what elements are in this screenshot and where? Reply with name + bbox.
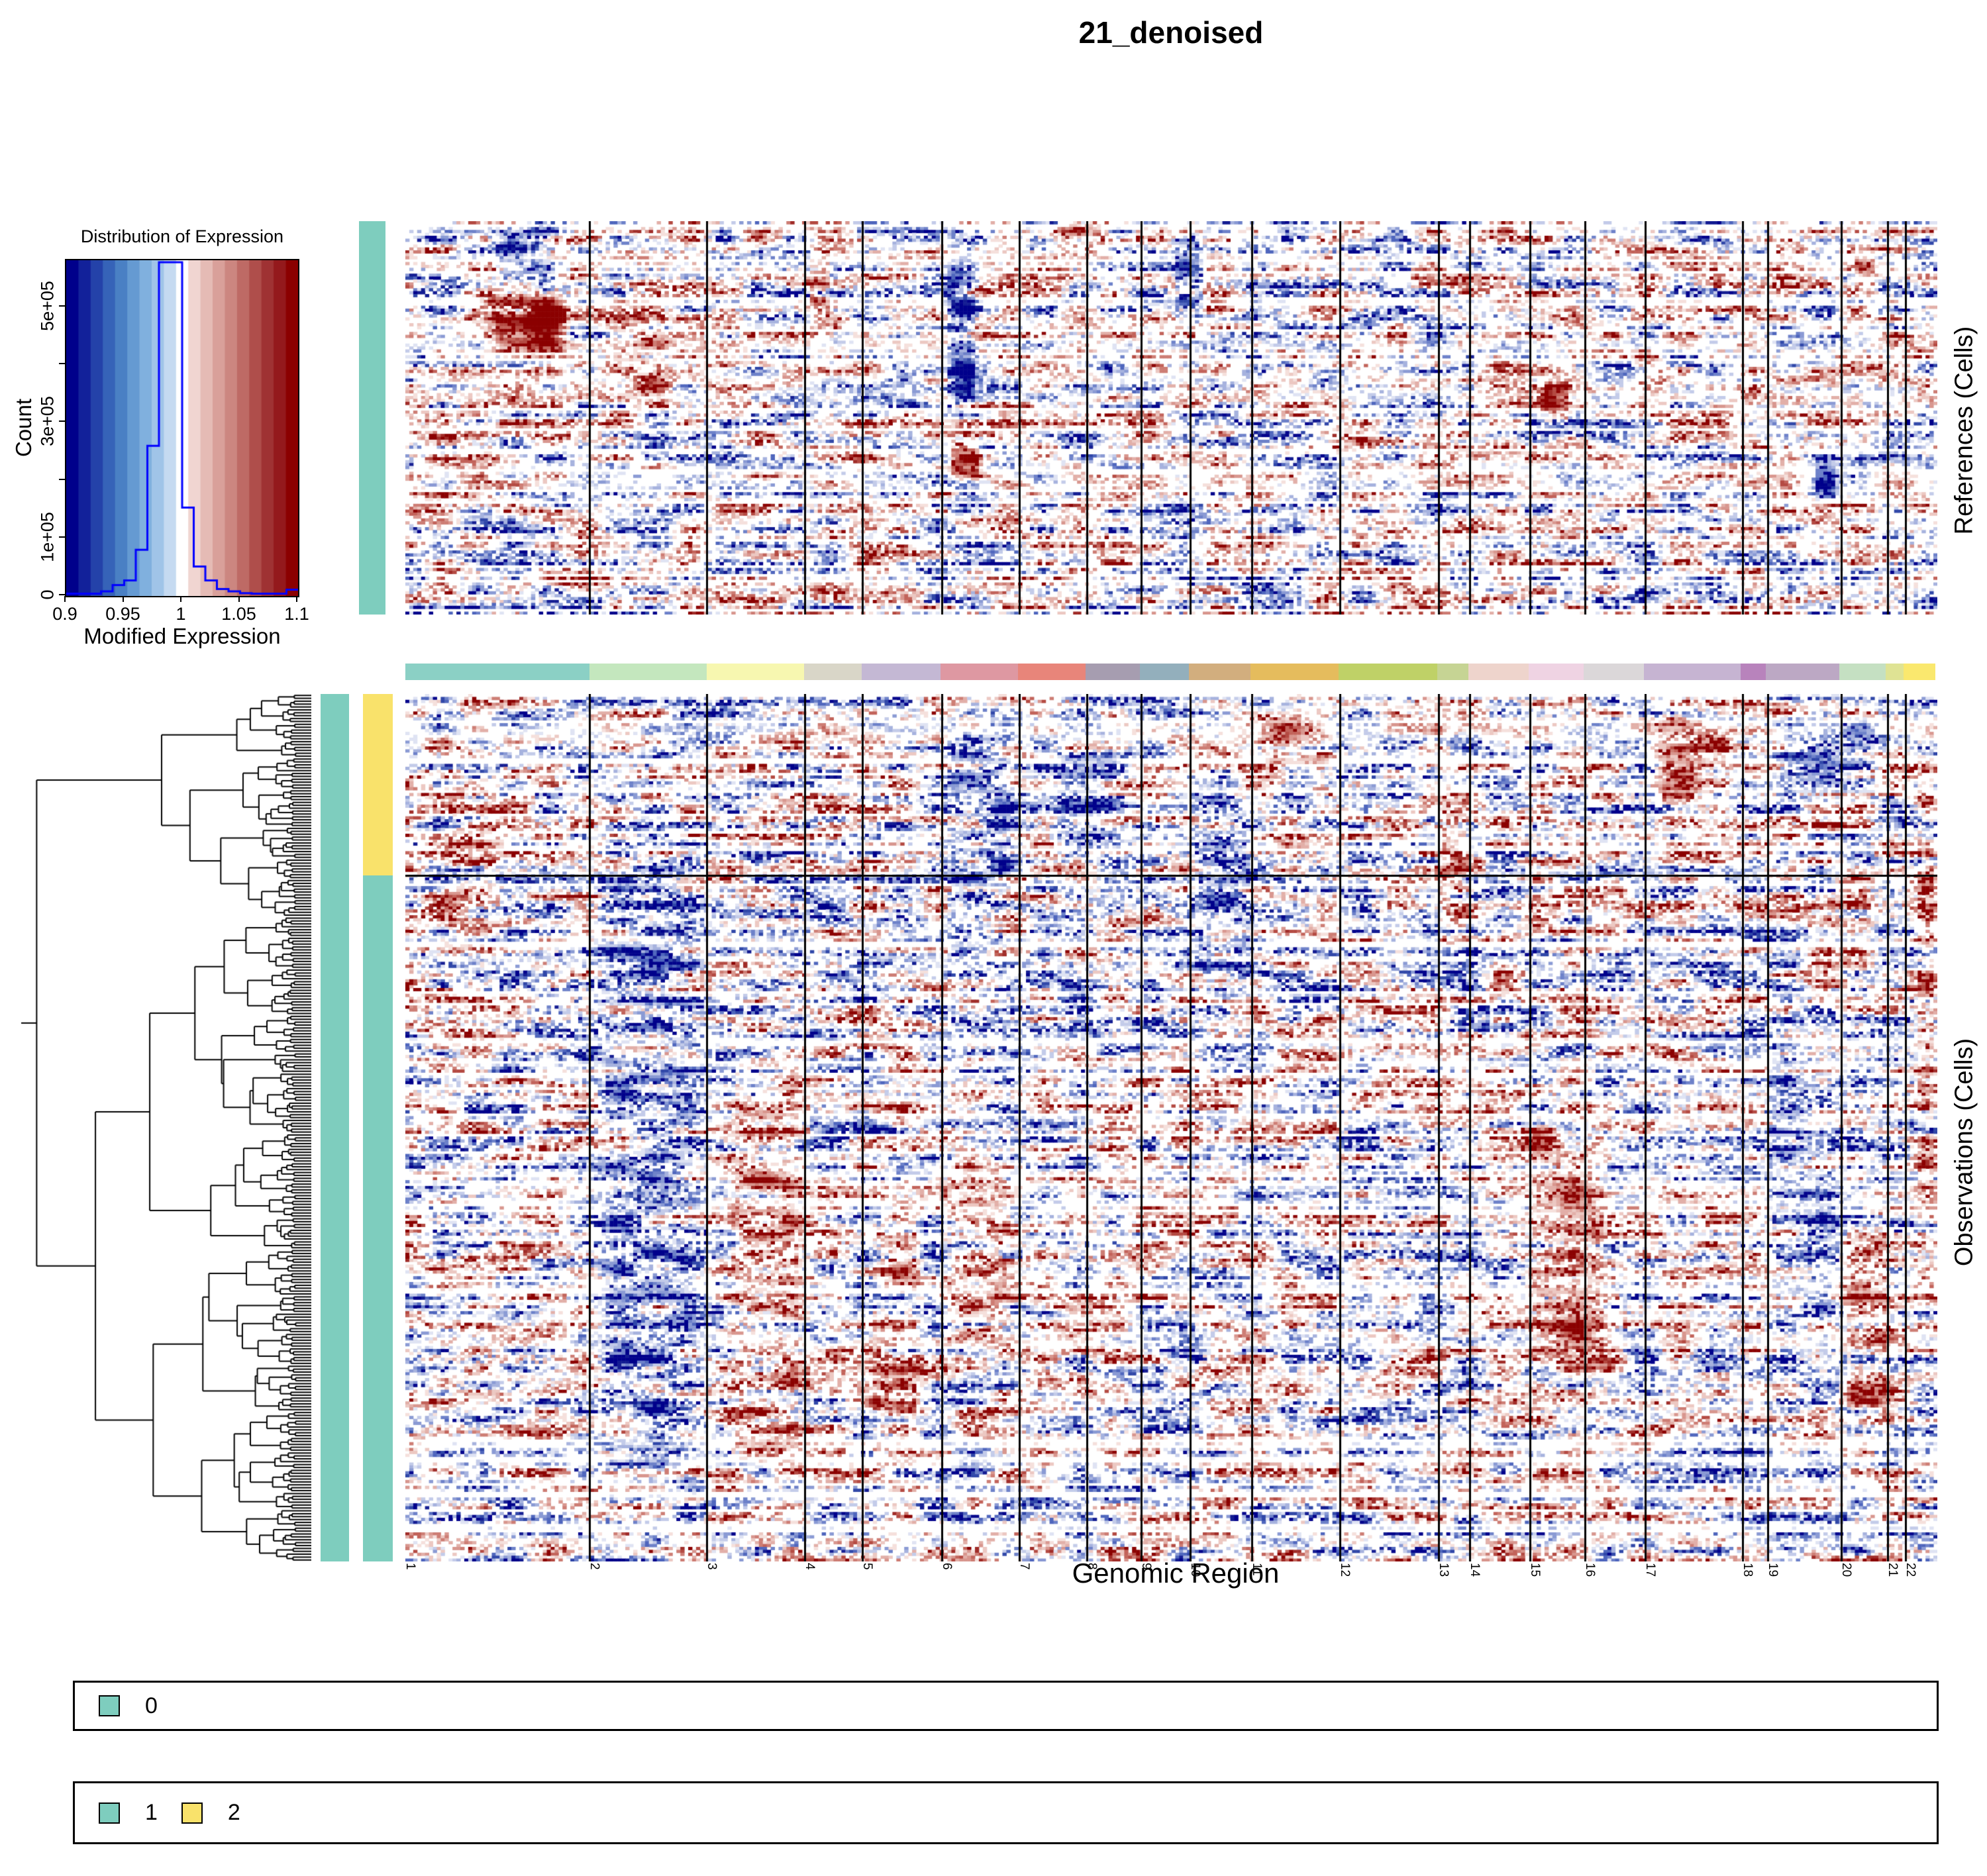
x-tick-label: 0.95	[105, 604, 140, 624]
y-tick-mark	[59, 305, 65, 307]
chromosome-label-20: 20	[1839, 1563, 1854, 1577]
y-tick-label: 1e+05	[37, 511, 58, 562]
legend-label-group-1: 1	[145, 1800, 158, 1825]
chromosome-label-21: 21	[1886, 1563, 1900, 1577]
legend-label-group-0: 0	[145, 1693, 158, 1718]
chromosome-bar-segment-20	[1839, 664, 1886, 680]
modified-expression-axis-label: Modified Expression	[83, 624, 281, 648]
y-tick-mark	[59, 478, 65, 480]
legend-swatch-group-0	[99, 1695, 120, 1716]
observations-legend-box: 1 2	[73, 1781, 1939, 1844]
chromosome-label-19: 19	[1766, 1563, 1780, 1577]
chromosome-label-5: 5	[860, 1563, 874, 1570]
count-axis-label: Count	[11, 398, 36, 458]
chromosome-bar-segment-4	[803, 664, 862, 680]
references-legend-box: 0	[73, 1681, 1939, 1731]
expression-distribution-legend: Distribution of Expression 0.9 0.95 1 1.05 1…	[0, 219, 344, 656]
y-tick-mark	[59, 363, 65, 365]
expression-histogram-canvas	[66, 260, 298, 596]
chromosome-bar-segment-9	[1140, 664, 1190, 680]
chromosome-bar-segment-15	[1528, 664, 1584, 680]
y-tick-mark	[59, 536, 65, 538]
chromosome-bar-segment-21	[1886, 664, 1904, 680]
observations-subcluster-bar	[363, 694, 393, 1561]
x-tick-mark	[238, 596, 240, 602]
legend-swatch-group-2	[181, 1802, 203, 1824]
chromosome-label-16: 16	[1583, 1563, 1597, 1577]
chromosome-label-2: 2	[587, 1563, 602, 1570]
x-tick-mark	[64, 596, 66, 602]
y-tick-mark	[59, 594, 65, 595]
observations-heatmap	[405, 694, 1937, 1561]
expression-legend-ticks: 0.9 0.95 1 1.05 1.1 0 1e+05 3e+05 5e+05	[0, 219, 344, 656]
chromosome-label-1: 1	[403, 1563, 417, 1570]
chromosome-bar-segment-11	[1250, 664, 1339, 680]
references-group-bar	[359, 221, 385, 615]
x-tick-label: 1.05	[221, 604, 256, 624]
chromosome-bar-segment-17	[1643, 664, 1741, 680]
chromosome-label-12: 12	[1337, 1563, 1352, 1577]
chromosome-bar-segment-19	[1766, 664, 1840, 680]
chromosome-label-14: 14	[1467, 1563, 1482, 1577]
chromosome-bar-segment-12	[1338, 664, 1437, 680]
chromosome-bar-segment-10	[1189, 664, 1250, 680]
references-heatmap	[405, 221, 1937, 615]
chromosome-label-3: 3	[705, 1563, 719, 1570]
chromosome-bar-segment-2	[589, 664, 707, 680]
x-tick-label: 0.9	[52, 604, 77, 624]
legend-swatch-group-1	[99, 1802, 120, 1824]
chromosome-label-7: 7	[1017, 1563, 1031, 1570]
observations-panel-label: Observations (Cells)	[1950, 1038, 1978, 1267]
observations-group-segment-2	[363, 694, 393, 875]
expression-legend-title: Distribution of Expression	[80, 226, 284, 246]
chromosome-bar-segment-5	[861, 664, 941, 680]
chromosome-bar-segment-16	[1583, 664, 1644, 680]
observations-sample-bar	[321, 694, 349, 1561]
x-tick-mark	[180, 596, 181, 602]
chromosome-label-22: 22	[1904, 1563, 1918, 1577]
y-tick-label: 3e+05	[37, 396, 58, 447]
genomic-region-axis-label: Genomic Region	[1072, 1557, 1280, 1589]
expression-colorscale-plot	[65, 259, 299, 597]
chromosome-bar-segment-22	[1904, 664, 1935, 680]
page-title: 21_denoised	[1078, 15, 1264, 50]
references-panel-label: References (Cells)	[1950, 326, 1978, 535]
observations-group-segment-1	[363, 875, 393, 1561]
observations-dendrogram	[20, 694, 311, 1561]
x-tick-label: 1.1	[284, 604, 309, 624]
chromosome-label-6: 6	[939, 1563, 954, 1570]
chromosome-bar-segment-3	[706, 664, 804, 680]
chromosome-label-15: 15	[1527, 1563, 1542, 1577]
legend-label-group-2: 2	[227, 1800, 240, 1825]
x-tick-mark	[296, 596, 297, 602]
y-tick-mark	[59, 420, 65, 422]
chromosome-label-17: 17	[1643, 1563, 1658, 1577]
y-tick-label: 0	[37, 589, 58, 600]
chromosome-label-18: 18	[1741, 1563, 1755, 1577]
chromosome-label-13: 13	[1436, 1563, 1451, 1577]
legend-item: 0	[99, 1693, 158, 1719]
chromosome-bar-segment-1	[405, 664, 589, 680]
chromosome-bar-segment-8	[1086, 664, 1141, 680]
chromosome-bar-segment-7	[1018, 664, 1086, 680]
chromosome-bar-segment-6	[941, 664, 1019, 680]
x-tick-label: 1	[176, 604, 186, 624]
y-tick-label: 5e+05	[37, 281, 58, 331]
chromosome-label-4: 4	[802, 1563, 817, 1570]
chromosome-bar-segment-18	[1741, 664, 1766, 680]
chromosome-bar-segment-13	[1437, 664, 1468, 680]
x-tick-mark	[122, 596, 124, 602]
legend-item: 1	[99, 1800, 158, 1826]
chromosome-color-bar	[405, 664, 1935, 680]
legend-item: 2	[181, 1800, 240, 1826]
chromosome-bar-segment-14	[1468, 664, 1529, 680]
